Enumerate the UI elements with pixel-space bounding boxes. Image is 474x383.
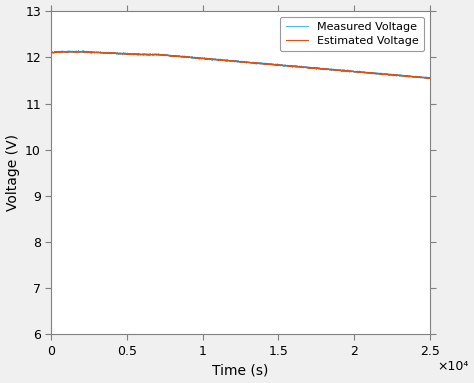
Estimated Voltage [260, 61, 265, 66]
Estimated Voltage [56, 50, 62, 54]
Estimated Voltage [426, 76, 431, 81]
Estimated Voltage [60, 49, 65, 54]
Text: ×10⁴: ×10⁴ [438, 360, 469, 373]
Estimated Voltage [372, 72, 378, 76]
Estimated Voltage [427, 76, 433, 80]
Measured Voltage [195, 56, 201, 61]
Line: Estimated Voltage: Estimated Voltage [51, 51, 430, 79]
Y-axis label: Voltage (V): Voltage (V) [6, 134, 19, 211]
Estimated Voltage [48, 50, 54, 55]
Measured Voltage [260, 61, 265, 66]
Measured Voltage [372, 72, 378, 76]
Estimated Voltage [357, 70, 363, 74]
Measured Voltage [48, 50, 54, 55]
X-axis label: Time (s): Time (s) [212, 363, 269, 377]
Line: Measured Voltage: Measured Voltage [51, 51, 430, 79]
Estimated Voltage [386, 72, 392, 77]
Measured Voltage [56, 50, 62, 54]
Measured Voltage [427, 76, 433, 80]
Measured Voltage [80, 48, 86, 53]
Measured Voltage [386, 73, 392, 78]
Legend: Measured Voltage, Estimated Voltage: Measured Voltage, Estimated Voltage [280, 17, 424, 51]
Measured Voltage [357, 70, 363, 74]
Measured Voltage [425, 76, 431, 81]
Estimated Voltage [195, 56, 201, 61]
